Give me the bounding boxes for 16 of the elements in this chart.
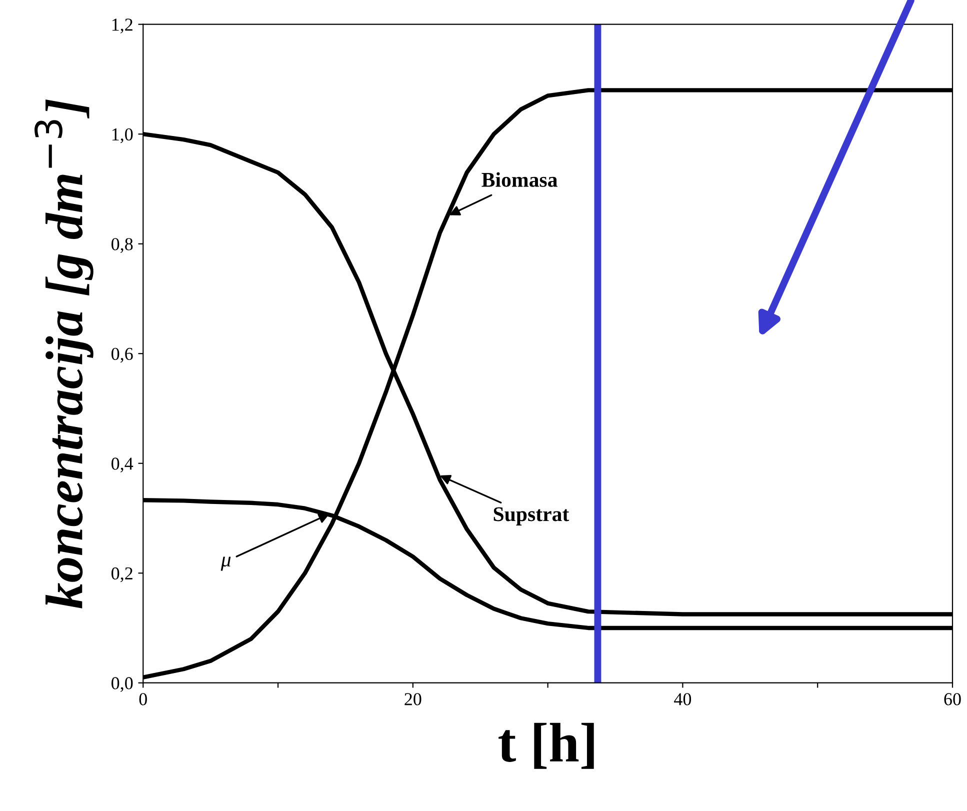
x-axis-title: t [h] bbox=[498, 722, 594, 769]
y-tick-label: 0,0 bbox=[112, 677, 133, 692]
x-tick-label: 40 bbox=[674, 693, 692, 706]
y-tick-label: 0,2 bbox=[112, 567, 132, 582]
y-tick-label: 0,6 bbox=[112, 348, 133, 363]
x-tick-label: 20 bbox=[404, 693, 422, 706]
y-tick-label: 0,4 bbox=[112, 458, 134, 472]
x-tick-label: 0 bbox=[139, 693, 147, 706]
annotation: Supstrat bbox=[494, 507, 570, 526]
y-tick-label: 1,2 bbox=[112, 18, 132, 34]
y-axis-title: koncentracija [g dm$^{−3}$] bbox=[34, 100, 94, 608]
y-tick-label: 1,0 bbox=[112, 128, 133, 144]
annotation: μ bbox=[220, 556, 231, 571]
annotation: Biomasa bbox=[482, 172, 558, 187]
x-tick-label: 60 bbox=[944, 693, 961, 706]
y-tick-label: 0,8 bbox=[112, 238, 133, 253]
